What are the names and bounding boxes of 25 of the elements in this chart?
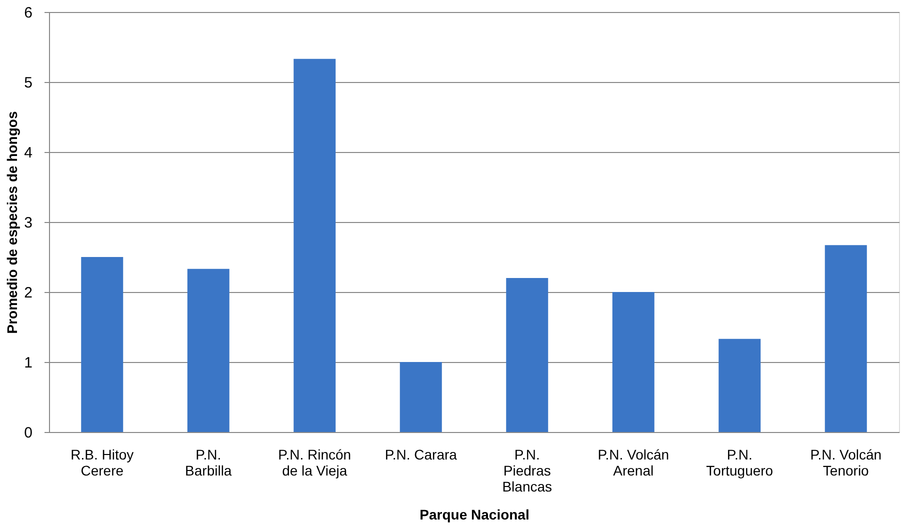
x-tick-label: P.N. Volcán Arenal	[598, 446, 670, 478]
bar	[824, 245, 867, 432]
bar	[506, 278, 548, 432]
y-tick-label: 1	[24, 354, 32, 372]
x-axis-title: Parque Nacional	[420, 506, 530, 522]
y-tick-label: 6	[24, 4, 32, 22]
x-tick-label: P.N. Tortuguero	[706, 446, 774, 478]
x-tick-label: P.N. Volcán Tenorio	[810, 446, 882, 478]
x-tick-label: P.N. Carara	[384, 446, 458, 462]
y-tick-label: 2	[24, 284, 32, 302]
bar	[294, 58, 336, 432]
y-tick-label: 3	[24, 214, 32, 232]
bar	[612, 292, 654, 432]
bar	[187, 268, 230, 432]
x-tick-label: P.N. Barbilla	[185, 446, 232, 478]
x-tick-label: P.N. Piedras Blancas	[502, 446, 552, 494]
y-tick-label: 4	[24, 144, 32, 162]
y-axis-title: Promedio de especies de hongos	[4, 111, 20, 334]
bar	[400, 362, 442, 432]
bar	[718, 338, 761, 432]
x-tick-label: P.N. Rincón de la Vieja	[278, 446, 352, 478]
x-tick-label: R.B. Hitoy Cerere	[70, 446, 134, 478]
y-tick-label: 5	[24, 74, 32, 92]
y-tick-label: 0	[24, 424, 32, 442]
bar	[81, 257, 124, 432]
